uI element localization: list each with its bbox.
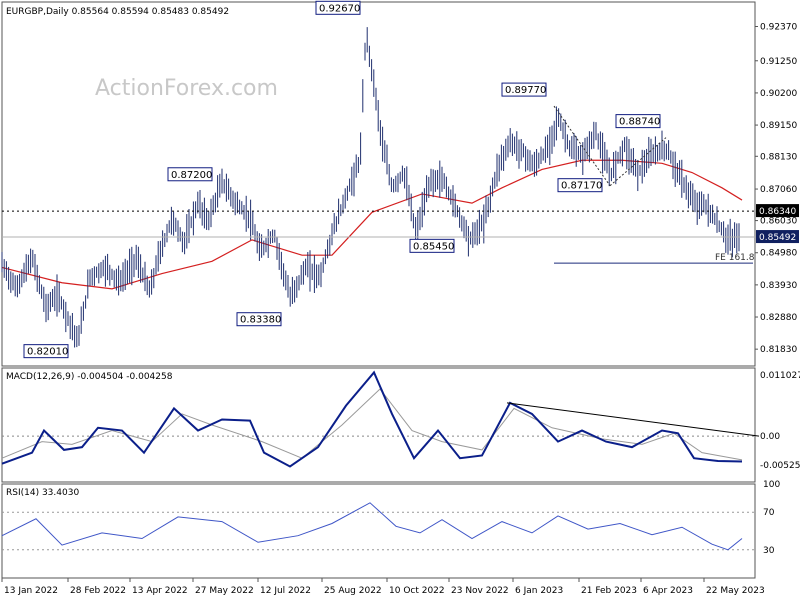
price-tick-label: 0.87060: [760, 185, 797, 195]
pivot-label: 0.88740: [619, 117, 660, 128]
x-tick-label: 28 Feb 2022: [70, 586, 126, 596]
x-tick-label: 6 Jan 2023: [515, 586, 563, 596]
pivot-label: 0.92670: [319, 3, 360, 14]
watermark: ActionForex.com: [95, 76, 278, 101]
price-tick-label: 0.92370: [760, 22, 797, 32]
price-tick-label: 0.86030: [760, 217, 797, 227]
level-tag-bg: [756, 204, 799, 218]
macd-tick-label: -0.005253: [760, 461, 800, 471]
level-tag-label: 0.86340: [759, 207, 796, 217]
pivot-label: 0.83380: [240, 315, 281, 326]
macd-tick-label: 0.00: [760, 432, 780, 442]
price-tick-label: 0.83930: [760, 281, 797, 291]
pivot-label: 0.85450: [413, 241, 454, 252]
price-tick-label: 0.89150: [760, 121, 797, 131]
x-tick-label: 22 May 2023: [706, 586, 765, 596]
x-tick-label: 25 Aug 2022: [324, 586, 382, 596]
x-tick-label: 21 Feb 2023: [581, 586, 637, 596]
macd-tick-label: 0.011027: [760, 371, 800, 381]
macd-line: [1, 370, 743, 468]
x-tick-label: 10 Oct 2022: [389, 586, 445, 596]
price-tick-label: 0.90200: [760, 89, 797, 99]
rsi-line: [1, 502, 743, 551]
x-tick-label: 13 Apr 2022: [132, 586, 188, 596]
pivot-label: 0.87200: [171, 170, 212, 181]
current-price-label: 0.85492: [759, 233, 796, 243]
rsi-tick-label: 100: [763, 480, 780, 490]
pivot-label-box: [557, 178, 603, 193]
swing-connector: [553, 105, 611, 186]
pivot-label-box: [236, 312, 282, 327]
x-tick-label: 12 Jul 2022: [260, 586, 311, 596]
price-tick-label: 0.88130: [760, 152, 797, 162]
pivot-label-box: [615, 114, 661, 129]
macd-label: MACD(12,26,9) -0.004504 -0.004258: [6, 372, 173, 382]
rsi-panel-frame: [1, 483, 756, 579]
x-tick-label: 13 Jan 2022: [4, 586, 58, 596]
pivot-label-box: [315, 0, 361, 15]
x-tick-label: 27 May 2022: [195, 586, 254, 596]
rsi-tick-label: 70: [763, 508, 775, 518]
rsi-label: RSI(14) 33.4030: [6, 488, 79, 498]
pivot-label-box: [501, 82, 547, 97]
fibonacci-label: FE 161.8: [715, 253, 755, 263]
price-tick-label: 0.82880: [760, 313, 797, 323]
pivot-label: 0.82010: [27, 347, 68, 358]
price-bars: [1, 27, 740, 348]
x-tick-label: 6 Apr 2023: [643, 586, 693, 596]
price-tick-label: 0.84980: [760, 249, 797, 259]
pivot-label-box: [167, 167, 213, 182]
symbol-header: EURGBP,Daily 0.85564 0.85594 0.85483 0.8…: [6, 7, 229, 17]
macd-panel-frame: [1, 367, 756, 483]
swing-connector: [609, 137, 667, 187]
price-tick-label: 0.81830: [760, 345, 797, 355]
pivot-label: 0.87170: [561, 181, 602, 192]
pivot-label: 0.89770: [505, 85, 546, 96]
current-price-bg: [756, 230, 799, 244]
rsi-tick-label: 30: [763, 546, 775, 556]
pivot-label-box: [23, 344, 69, 359]
x-tick-label: 23 Nov 2022: [451, 586, 509, 596]
price-panel-frame: [1, 1, 756, 367]
price-tick-label: 0.91250: [760, 57, 797, 67]
macd-trendline: [506, 402, 760, 437]
pivot-label-box: [409, 238, 455, 253]
